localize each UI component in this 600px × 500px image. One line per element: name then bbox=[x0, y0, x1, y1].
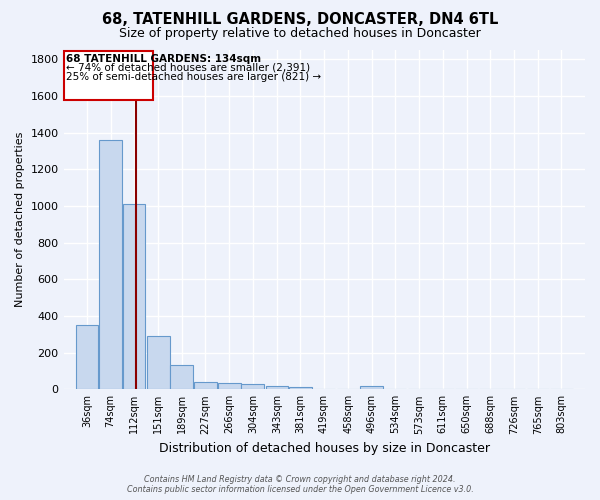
X-axis label: Distribution of detached houses by size in Doncaster: Distribution of detached houses by size … bbox=[159, 442, 490, 455]
Bar bbox=[194, 382, 217, 390]
Bar bbox=[289, 386, 312, 390]
Bar bbox=[170, 366, 193, 390]
Text: 68 TATENHILL GARDENS: 134sqm: 68 TATENHILL GARDENS: 134sqm bbox=[67, 54, 262, 64]
Bar bbox=[76, 325, 98, 390]
Text: Size of property relative to detached houses in Doncaster: Size of property relative to detached ho… bbox=[119, 28, 481, 40]
Bar bbox=[360, 386, 383, 390]
Bar bbox=[241, 384, 264, 390]
Text: Contains HM Land Registry data © Crown copyright and database right 2024.
Contai: Contains HM Land Registry data © Crown c… bbox=[127, 474, 473, 494]
Y-axis label: Number of detached properties: Number of detached properties bbox=[15, 132, 25, 308]
Bar bbox=[99, 140, 122, 390]
Bar bbox=[147, 336, 170, 390]
Text: ← 74% of detached houses are smaller (2,391): ← 74% of detached houses are smaller (2,… bbox=[67, 63, 311, 73]
Text: 25% of semi-detached houses are larger (821) →: 25% of semi-detached houses are larger (… bbox=[67, 72, 322, 82]
Bar bbox=[122, 204, 145, 390]
Bar bbox=[218, 383, 241, 390]
Text: 68, TATENHILL GARDENS, DONCASTER, DN4 6TL: 68, TATENHILL GARDENS, DONCASTER, DN4 6T… bbox=[102, 12, 498, 28]
Bar bbox=[266, 386, 289, 390]
FancyBboxPatch shape bbox=[64, 51, 154, 100]
